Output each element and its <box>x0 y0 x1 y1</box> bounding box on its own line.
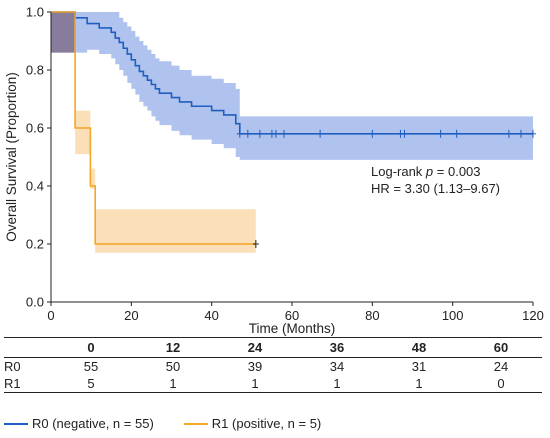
y-tick-label: 0.4 <box>26 179 44 194</box>
risk-time: 0 <box>50 337 132 358</box>
hazard-ratio-annotation: HR = 3.30 (1.13–9.67) <box>371 181 500 196</box>
x-tick-labels: 0 20 40 60 80 100 120 <box>47 302 544 323</box>
risk-value: 1 <box>415 376 423 391</box>
legend-item-r0: R0 (negative, n = 55) <box>4 416 154 431</box>
legend-label-r0: R0 (negative, n = 55) <box>32 416 154 431</box>
survival-lines <box>51 11 533 245</box>
ci-overlap-region <box>51 12 76 53</box>
x-tick-label: 20 <box>124 308 138 323</box>
risk-table-header: 0 12 24 36 48 60 <box>4 337 542 358</box>
x-tick-label: 100 <box>442 308 464 323</box>
x-axis-title: Time (Months) <box>249 321 336 336</box>
x-tick-label: 120 <box>522 308 544 323</box>
risk-value: 24 <box>493 359 509 374</box>
risk-time: 60 <box>460 337 542 358</box>
y-tick-label: 0.8 <box>26 63 44 78</box>
risk-value: 1 <box>169 376 177 391</box>
ci-band-r0 <box>51 12 533 160</box>
survival-curve-r0 <box>51 11 533 135</box>
risk-value: 50 <box>165 359 181 374</box>
risk-row-label: R0 <box>4 359 21 374</box>
legend-swatch-r0 <box>4 422 28 425</box>
risk-row-r1: R1 5 1 1 1 1 0 <box>4 375 542 393</box>
logrank-annotation: Log-rank p = 0.003 <box>371 164 481 179</box>
risk-value: 39 <box>247 359 263 374</box>
risk-value: 31 <box>411 359 427 374</box>
risk-time: 24 <box>214 337 296 358</box>
x-tick-label: 0 <box>47 308 54 323</box>
legend-label-r1: R1 (positive, n = 5) <box>211 416 322 431</box>
risk-value: 0 <box>497 376 505 391</box>
risk-time: 48 <box>378 337 460 358</box>
y-tick-labels: 0.0 0.2 0.4 0.6 0.8 1.0 <box>26 5 51 310</box>
legend: R0 (negative, n = 55) R1 (positive, n = … <box>4 416 351 431</box>
legend-swatch-r1 <box>183 422 208 425</box>
risk-value: 5 <box>87 376 95 391</box>
risk-value: 1 <box>333 376 341 391</box>
y-tick-label: 1.0 <box>26 5 44 20</box>
number-at-risk-table: 0 12 24 36 48 60 R0 55 50 39 34 31 24 R1… <box>4 337 542 393</box>
risk-row-label: R1 <box>4 376 21 391</box>
survival-curve-r1 <box>51 11 256 245</box>
y-tick-label: 0.0 <box>26 295 44 310</box>
risk-time: 12 <box>132 337 214 358</box>
survival-chart: 0 20 40 60 80 100 120 0.0 0.2 0.4 0.6 0.8 1.0 Time … <box>4 5 544 337</box>
risk-value: 55 <box>83 359 99 374</box>
x-tick-label: 60 <box>285 308 299 323</box>
risk-header-blank <box>4 337 50 358</box>
censor-marks <box>236 129 536 248</box>
band-overlap <box>51 12 76 53</box>
y-tick-label: 0.6 <box>26 121 44 136</box>
y-axis-title: Overall Survival (Proportion) <box>4 72 19 242</box>
risk-row-r0: R0 55 50 39 34 31 24 <box>4 358 542 376</box>
risk-value: 1 <box>251 376 259 391</box>
risk-value: 34 <box>329 359 345 374</box>
x-tick-label: 40 <box>204 308 218 323</box>
risk-time: 36 <box>296 337 378 358</box>
y-tick-label: 0.2 <box>26 237 44 252</box>
legend-item-r1: R1 (positive, n = 5) <box>183 416 322 431</box>
x-tick-label: 80 <box>365 308 379 323</box>
